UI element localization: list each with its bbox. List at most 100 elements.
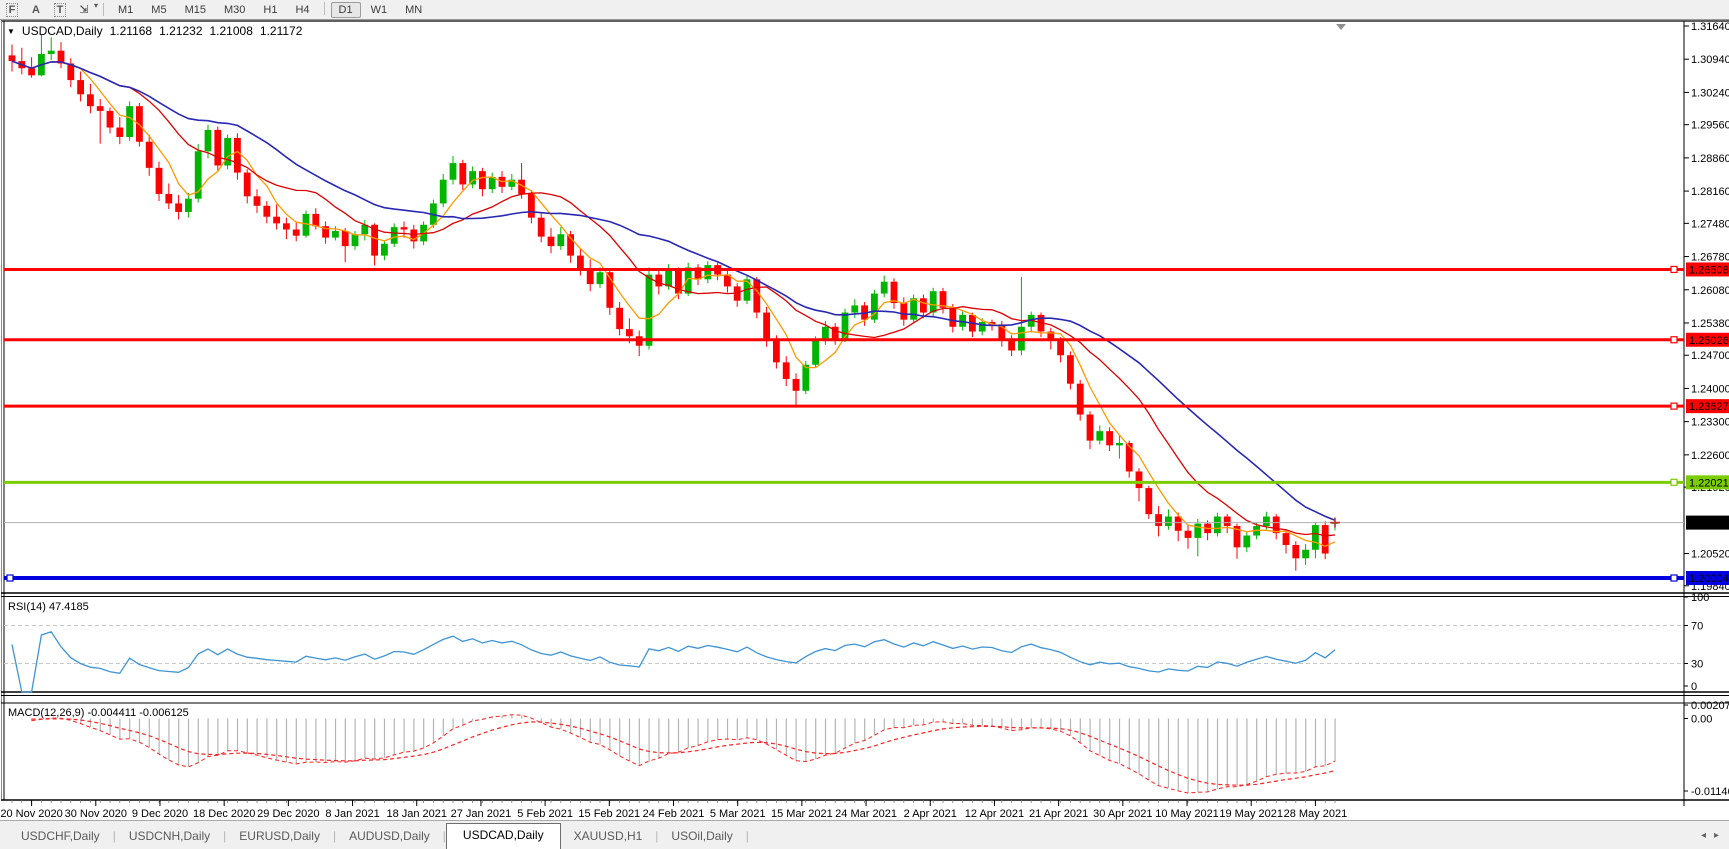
macd-histogram-bar [873, 718, 876, 736]
timeframe-button-h4[interactable]: H4 [295, 3, 310, 16]
date-axis-tick-label: 24 Mar 2021 [835, 808, 897, 820]
macd-histogram-bar [491, 716, 493, 719]
level-line-handle[interactable] [1670, 336, 1678, 344]
tab-scroll-left-icon[interactable]: ◂ [1700, 830, 1706, 841]
timeframe-button-w1[interactable]: W1 [370, 3, 388, 16]
macd-histogram-bar [1118, 718, 1121, 764]
price-axis-level-label-text: 1.25026 [1689, 335, 1729, 347]
date-axis-tick-label: 15 Feb 2021 [578, 808, 640, 820]
price-axis-tick-label: 1.24000 [1691, 383, 1729, 395]
timeframe-button-m15[interactable]: M15 [184, 3, 206, 16]
candle-body [547, 236, 555, 247]
candle-body [871, 293, 878, 320]
rsi-axis-tick-label: 100 [1691, 592, 1709, 604]
macd-histogram-bar [736, 718, 738, 740]
level-line-handle[interactable] [1670, 265, 1678, 274]
macd-histogram-bar [1305, 718, 1307, 772]
macd-histogram-bar [109, 718, 111, 735]
tools-dropdown-caret-icon[interactable]: ▾ [94, 1, 99, 10]
level-line-handle[interactable] [1670, 574, 1678, 582]
candle-body [616, 307, 623, 330]
macd-histogram-bar [1256, 718, 1258, 782]
macd-histogram-bar [589, 718, 591, 743]
macd-histogram-bar [197, 718, 199, 763]
macd-indicator-label: MACD(12,26,9) -0.004411 -0.006125 [8, 707, 189, 719]
rsi-axis-tick-label: 0 [1691, 681, 1697, 693]
candle-body [185, 198, 192, 212]
macd-histogram-bar [168, 718, 170, 760]
macd-histogram-bar [1187, 718, 1189, 794]
macd-histogram-bar [864, 718, 866, 741]
candle-body [400, 227, 408, 230]
chart-tab-eurusd[interactable]: EURUSD,Daily [239, 829, 320, 843]
candle-body [1272, 516, 1280, 534]
rsi-indicator-label: RSI(14) 47.4185 [8, 601, 89, 613]
macd-histogram-bar [707, 718, 709, 742]
candle-body [371, 224, 378, 256]
timeframe-button-m1[interactable]: M1 [118, 3, 134, 16]
date-axis-tick-label: 29 Dec 2020 [257, 808, 319, 820]
macd-histogram-bar [423, 718, 425, 749]
fibonacci-tool-icon[interactable]: F [0, 1, 24, 18]
candle-body [704, 265, 712, 280]
macd-histogram-bar [991, 718, 993, 726]
candle-body [1174, 516, 1182, 531]
candle-body [194, 151, 202, 199]
candle-body [1223, 516, 1231, 527]
timeframe-button-m5[interactable]: M5 [151, 3, 167, 16]
tab-scroll-right-icon[interactable]: ▸ [1713, 830, 1719, 841]
candle-body [1312, 525, 1319, 550]
candle-body [292, 229, 300, 236]
candle-body [841, 312, 849, 339]
chart-tab-audusd[interactable]: AUDUSD,Daily [349, 829, 430, 843]
price-axis-level-label-text: 1.21172 [1689, 518, 1728, 530]
toolbar: F A T ⇲ ▾ M1 M5 M15 M30 H1 H4 D1 W1 MN [0, 0, 1729, 20]
macd-histogram-bar [187, 718, 190, 767]
macd-axis-tick-label: -0.011462 [1691, 786, 1729, 798]
chart-tab-usdcad[interactable]: USDCAD,Daily [445, 823, 561, 849]
chart-tab-usoil[interactable]: USOil,Daily [671, 829, 733, 843]
macd-histogram-bar [207, 718, 209, 757]
macd-histogram-bar [883, 718, 885, 730]
chart-tab-usdchf[interactable]: USDCHF,Daily [21, 829, 100, 843]
candle-body [302, 213, 310, 236]
timeframe-button-d1[interactable]: D1 [330, 1, 361, 18]
macd-histogram-bar [726, 718, 729, 739]
candle-body [606, 272, 614, 308]
candle-body [322, 226, 329, 238]
macd-histogram-bar [648, 718, 650, 761]
macd-histogram-bar [256, 718, 258, 756]
chart-dropdown-icon[interactable]: ▼ [7, 26, 15, 36]
chart-tab-usdcnh[interactable]: USDCNH,Daily [128, 829, 211, 843]
price-axis-tick-label: 1.26080 [1691, 285, 1729, 297]
price-axis-tick-label: 1.28860 [1691, 153, 1729, 165]
level-line-handle[interactable] [1670, 402, 1678, 410]
timeframe-button-m30[interactable]: M30 [223, 3, 246, 16]
macd-histogram-bar [315, 718, 317, 762]
moving-average-fast-line [11, 60, 1336, 548]
candle-body [126, 106, 133, 138]
level-line-handle[interactable] [6, 574, 14, 582]
macd-histogram-bar [854, 718, 856, 744]
candle-body [263, 205, 271, 217]
chart-shift-marker-icon[interactable] [1336, 24, 1346, 30]
macd-histogram-bar [1226, 718, 1228, 787]
macd-axis-tick-label: 0.00 [1691, 714, 1712, 726]
drawing-tools-group: F A T ⇲ ▾ [0, 1, 98, 18]
chart-tab-xauusd[interactable]: XAUUSD,H1 [573, 829, 643, 843]
macd-histogram-bar [775, 718, 778, 750]
level-line-handle[interactable] [1670, 478, 1678, 486]
arrows-tool-icon[interactable]: ⇲ [79, 4, 89, 16]
text-tool-icon[interactable]: A [32, 3, 40, 16]
macd-histogram-bar [697, 718, 699, 746]
candle-body [1096, 431, 1104, 441]
candle-body [743, 279, 751, 301]
macd-histogram-bar [942, 718, 944, 722]
label-tool-icon[interactable]: T [48, 1, 72, 18]
macd-histogram-bar [746, 718, 748, 738]
timeframe-button-h1[interactable]: H1 [263, 3, 278, 16]
candle-body [390, 227, 398, 244]
timeframe-button-mn[interactable]: MN [405, 3, 423, 16]
candle-body [155, 167, 163, 194]
chart-canvas[interactable]: 1.31640 1.30940 1.30240 1.29560 1.28860 1.281… [0, 20, 1729, 820]
